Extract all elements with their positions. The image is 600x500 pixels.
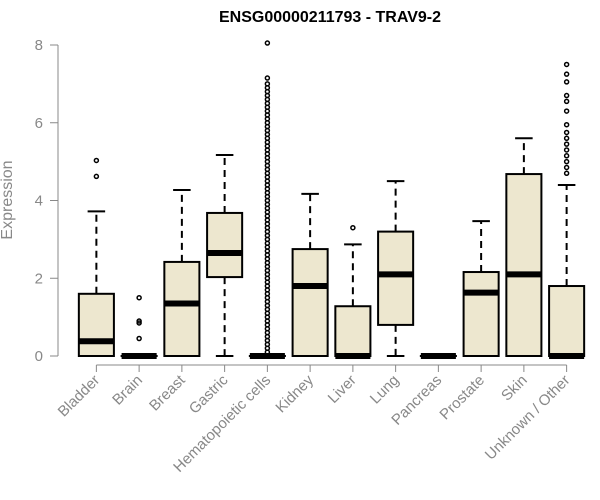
outlier-point (264, 40, 271, 46)
box-prostate (462, 220, 500, 357)
y-tick-label: 4 (35, 193, 43, 210)
box-unknown-other (548, 61, 586, 359)
chart-title: ENSG00000211793 - TRAV9-2 (219, 9, 441, 26)
outlier-point (563, 158, 570, 165)
x-tick-label: Kidney (272, 371, 317, 416)
box-body (377, 230, 415, 326)
outlier-point (563, 129, 570, 136)
x-tick-label: Brain (109, 372, 146, 409)
y-axis: 0 2 4 6 8 (35, 37, 59, 365)
outlier-point (136, 294, 142, 301)
outlier-point (563, 141, 570, 147)
outlier-point (264, 81, 271, 87)
x-tick-label: Liver (325, 372, 360, 407)
x-tick-label: Bladder (55, 372, 104, 421)
box-lung (377, 180, 415, 357)
boxes-group (77, 40, 586, 359)
x-tick-label: Skin (498, 372, 531, 405)
box-body (206, 211, 244, 279)
outlier-point (563, 108, 570, 114)
box-hematopoietic-cells (248, 40, 286, 359)
box-body (505, 173, 543, 357)
outlier-point (563, 170, 570, 177)
outlier-point (563, 164, 570, 171)
box-gastric (206, 154, 244, 357)
x-tick-label: Lung (367, 372, 403, 408)
outlier-point (264, 75, 271, 81)
y-tick-label: 6 (35, 115, 43, 132)
outlier-point (93, 173, 100, 180)
x-tick-label: Prostate (436, 372, 488, 424)
outlier-point (136, 318, 142, 324)
outlier-point (563, 92, 570, 99)
y-axis-label: Expression (0, 160, 16, 239)
outlier-point (563, 98, 570, 105)
y-tick-label: 0 (35, 348, 43, 365)
outlier-point (136, 335, 142, 342)
outlier-point (93, 157, 100, 164)
outlier-point (563, 135, 570, 142)
outlier-point (563, 153, 570, 159)
outlier-point (563, 121, 570, 128)
box-body (163, 260, 201, 357)
y-tick-label: 2 (35, 270, 43, 287)
outlier-point (350, 224, 356, 231)
box-breast (163, 189, 201, 357)
box-liver (334, 224, 372, 359)
box-skin (505, 137, 543, 357)
outlier-point (136, 320, 142, 326)
box-brain (120, 294, 158, 359)
box-body (462, 271, 500, 357)
box-body (548, 285, 586, 357)
box-body (334, 305, 372, 357)
box-kidney (291, 192, 329, 357)
box-bladder (77, 157, 115, 357)
box-body (77, 292, 115, 357)
x-tick-label: Breast (146, 371, 189, 414)
outlier-point (563, 71, 570, 77)
y-tick-label: 8 (35, 37, 43, 54)
outlier-point (563, 61, 570, 68)
box-body (291, 248, 329, 357)
outlier-point (563, 147, 570, 153)
outlier-point (563, 79, 570, 85)
